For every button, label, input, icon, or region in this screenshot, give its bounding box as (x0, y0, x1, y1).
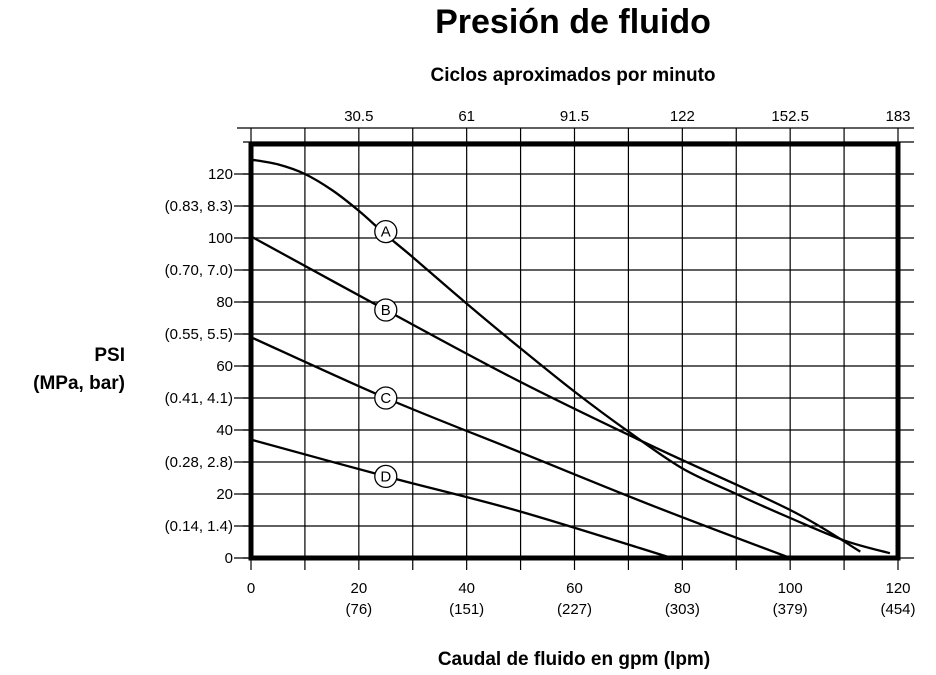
x-tick-sublabel: (76) (345, 601, 372, 618)
curve-label-circle-c (374, 386, 398, 410)
series-curve-b (250, 235, 861, 553)
y-tick-sublabel: (0.70, 7.0) (165, 262, 233, 279)
x-tick-label: 80 (674, 580, 691, 597)
x-tick-sublabel: (303) (665, 601, 700, 618)
top-axis-label: Ciclos aproximados por minuto (430, 65, 715, 86)
x-tick-label: 20 (350, 580, 367, 597)
top-tick-label: 122 (670, 108, 695, 125)
y-tick-label: 0 (225, 550, 233, 567)
top-tick-label: 152.5 (771, 108, 809, 125)
series-curves (250, 158, 891, 560)
x-tick-label: 0 (247, 580, 255, 597)
y-tick-label: 80 (216, 294, 233, 311)
top-tick-label: 183 (885, 108, 910, 125)
y-axis-label-line2: (MPa, bar) (33, 373, 125, 394)
x-tick-sublabel: (379) (773, 601, 808, 618)
curve-label-circle-a (374, 219, 398, 244)
plot-frame (248, 141, 901, 561)
y-axis-label-line1: PSI (94, 345, 125, 366)
y-tick-label: 60 (216, 358, 233, 375)
curve-labels: A B C D (374, 219, 398, 489)
y-tick-label: 20 (216, 486, 233, 503)
curve-label-circle-b (374, 298, 398, 322)
x-tick-label: 40 (458, 580, 475, 597)
curve-label-d: D (380, 468, 391, 485)
y-tick-label: 40 (216, 422, 233, 439)
curve-label-b: B (381, 302, 391, 319)
series-curve-d (250, 438, 672, 560)
series-curve-a (250, 158, 891, 555)
x-tick-label: 60 (566, 580, 583, 597)
x-tick-label: 100 (778, 580, 803, 597)
y-tick-sublabel: (0.41, 4.1) (165, 390, 233, 407)
top-tick-label: 30.5 (344, 108, 373, 125)
y-tick-sublabel: (0.55, 5.5) (165, 326, 233, 343)
y-tick-sublabel: (0.28, 2.8) (165, 454, 233, 471)
x-tick-sublabel: (454) (880, 601, 915, 618)
top-tick-label: 61 (458, 108, 475, 125)
x-tick-label: 120 (885, 580, 910, 597)
axis-ticks: 30.5 61 91.5 122 152.5 183 0 20 (76) 40 (151) 60 (22… (165, 108, 916, 618)
y-tick-label: 120 (208, 166, 233, 183)
curve-label-c: C (380, 390, 391, 407)
curve-label-circle-d (374, 464, 398, 489)
y-tick-sublabel: (0.83, 8.3) (165, 198, 233, 215)
chart-title: Presión de fluido (435, 3, 711, 41)
x-tick-sublabel: (227) (557, 601, 592, 618)
x-axis-label: Caudal de fluido en gpm (lpm) (438, 649, 710, 670)
y-tick-label: 100 (208, 230, 233, 247)
top-tick-label: 91.5 (560, 108, 589, 125)
series-curve-c (250, 336, 791, 560)
y-tick-sublabel: (0.14, 1.4) (165, 518, 233, 535)
curve-label-a: A (381, 224, 391, 241)
x-tick-sublabel: (151) (449, 601, 484, 618)
